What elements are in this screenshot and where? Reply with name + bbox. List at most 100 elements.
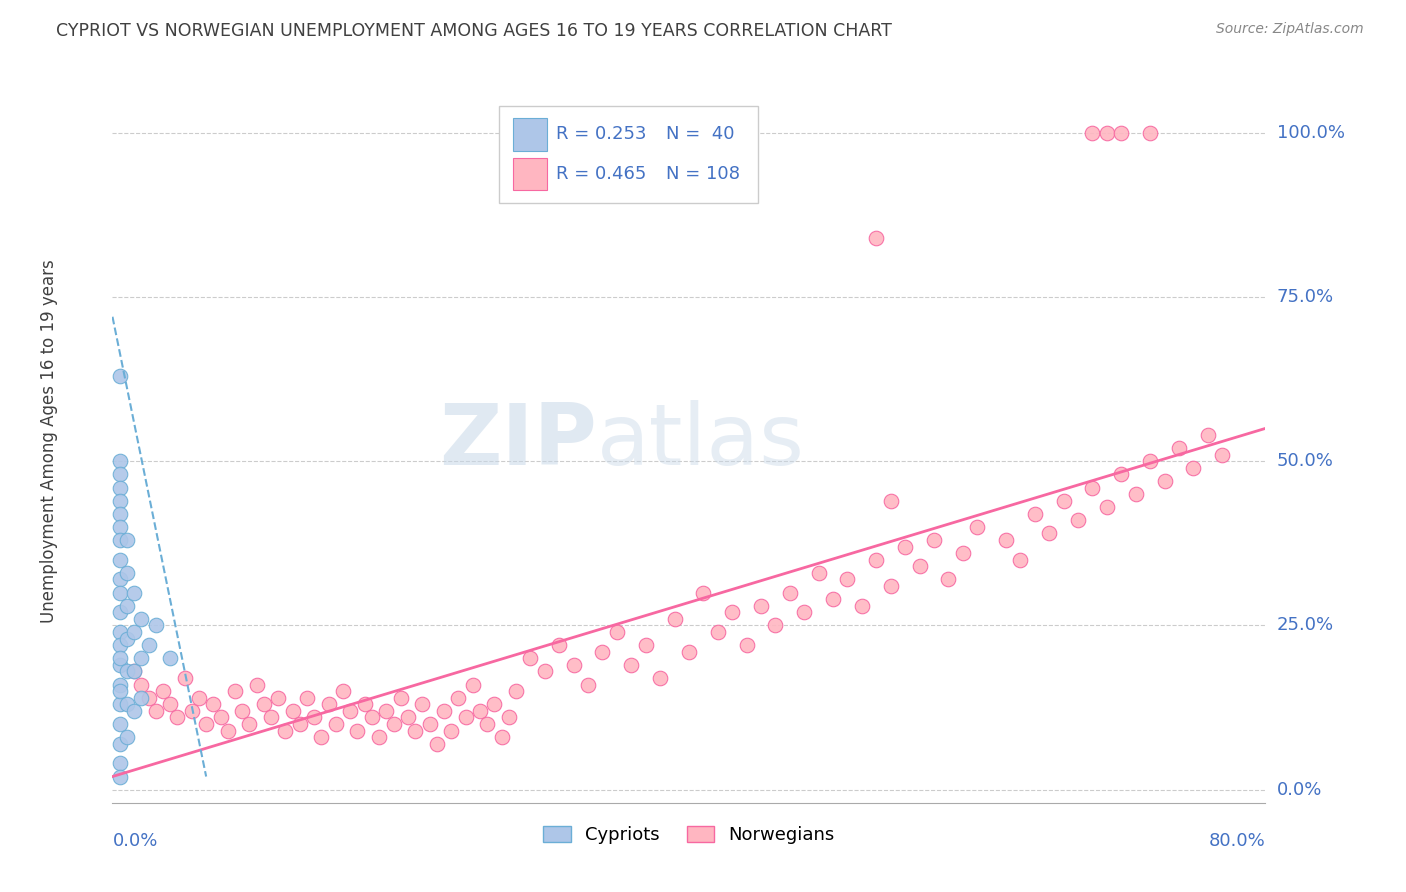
- Point: [246, 677, 269, 691]
- Point: [765, 618, 787, 632]
- Point: [295, 690, 318, 705]
- Point: [122, 665, 145, 679]
- Point: [821, 592, 844, 607]
- Point: [592, 645, 614, 659]
- Point: [484, 698, 506, 712]
- Point: [108, 657, 131, 672]
- Point: [634, 638, 657, 652]
- Point: [346, 723, 368, 738]
- Point: [1125, 487, 1147, 501]
- Text: atlas: atlas: [596, 400, 804, 483]
- Point: [1024, 507, 1046, 521]
- FancyBboxPatch shape: [513, 158, 547, 191]
- Point: [865, 553, 887, 567]
- Point: [865, 231, 887, 245]
- Point: [807, 566, 830, 580]
- Point: [491, 730, 513, 744]
- Point: [851, 599, 873, 613]
- Point: [475, 717, 499, 731]
- Point: [108, 770, 131, 784]
- Point: [195, 717, 218, 731]
- Point: [202, 698, 225, 712]
- Point: [339, 704, 361, 718]
- Point: [548, 638, 571, 652]
- Text: Unemployment Among Ages 16 to 19 years: Unemployment Among Ages 16 to 19 years: [39, 260, 58, 624]
- Point: [396, 710, 419, 724]
- Point: [620, 657, 643, 672]
- Point: [721, 605, 744, 619]
- Point: [440, 723, 463, 738]
- Point: [115, 698, 138, 712]
- Point: [411, 698, 433, 712]
- Point: [461, 677, 484, 691]
- Point: [318, 698, 340, 712]
- Text: 0.0%: 0.0%: [112, 832, 157, 850]
- Point: [129, 690, 153, 705]
- Point: [707, 625, 730, 640]
- Point: [779, 585, 801, 599]
- Point: [332, 684, 354, 698]
- Point: [159, 698, 181, 712]
- Point: [1211, 448, 1233, 462]
- Point: [562, 657, 585, 672]
- Point: [692, 585, 714, 599]
- Point: [108, 698, 131, 712]
- Text: 0.0%: 0.0%: [1277, 780, 1322, 798]
- Point: [145, 704, 167, 718]
- Point: [288, 717, 311, 731]
- Point: [108, 533, 131, 547]
- Point: [404, 723, 426, 738]
- Point: [519, 651, 541, 665]
- Point: [1081, 126, 1104, 140]
- Point: [922, 533, 945, 547]
- Text: 75.0%: 75.0%: [1277, 288, 1334, 306]
- Point: [311, 730, 333, 744]
- Point: [108, 454, 131, 468]
- Point: [360, 710, 382, 724]
- Point: [678, 645, 700, 659]
- Point: [145, 618, 167, 632]
- Point: [426, 737, 449, 751]
- Point: [1197, 428, 1219, 442]
- Point: [108, 638, 131, 652]
- Point: [152, 684, 174, 698]
- Point: [138, 690, 160, 705]
- Point: [115, 665, 138, 679]
- Point: [419, 717, 441, 731]
- Point: [1153, 474, 1175, 488]
- Point: [952, 546, 974, 560]
- Point: [108, 553, 131, 567]
- Point: [108, 677, 131, 691]
- Point: [894, 540, 917, 554]
- Point: [108, 585, 131, 599]
- Point: [231, 704, 253, 718]
- Text: R = 0.253: R = 0.253: [557, 126, 647, 144]
- Point: [1139, 126, 1161, 140]
- Point: [115, 599, 138, 613]
- Point: [173, 671, 195, 685]
- Point: [108, 717, 131, 731]
- Point: [880, 579, 903, 593]
- Point: [253, 698, 276, 712]
- Point: [664, 612, 686, 626]
- Point: [122, 585, 145, 599]
- Point: [936, 573, 959, 587]
- Point: [1167, 441, 1189, 455]
- Point: [837, 573, 859, 587]
- Point: [880, 493, 903, 508]
- Point: [908, 559, 931, 574]
- Point: [108, 651, 131, 665]
- Point: [108, 625, 131, 640]
- Point: [1139, 454, 1161, 468]
- Point: [122, 665, 145, 679]
- Point: [138, 638, 160, 652]
- Legend: Cypriots, Norwegians: Cypriots, Norwegians: [536, 819, 842, 852]
- Point: [433, 704, 456, 718]
- Point: [534, 665, 557, 679]
- Point: [650, 671, 672, 685]
- Point: [108, 684, 131, 698]
- Text: CYPRIOT VS NORWEGIAN UNEMPLOYMENT AMONG AGES 16 TO 19 YEARS CORRELATION CHART: CYPRIOT VS NORWEGIAN UNEMPLOYMENT AMONG …: [56, 22, 893, 40]
- Text: N =  40: N = 40: [666, 126, 734, 144]
- Text: ZIP: ZIP: [439, 400, 596, 483]
- Text: Source: ZipAtlas.com: Source: ZipAtlas.com: [1216, 22, 1364, 37]
